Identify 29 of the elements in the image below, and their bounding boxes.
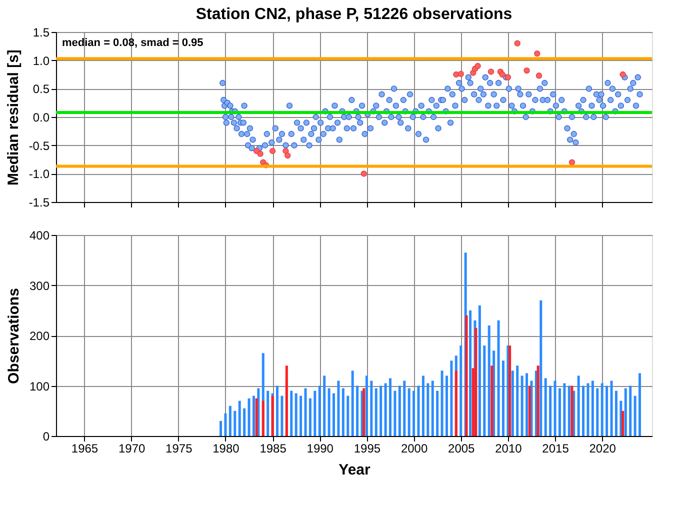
- x-tick-label: 2010: [495, 442, 522, 456]
- y-tick-label: 1.0: [32, 54, 50, 68]
- x-tick-label: 2020: [589, 442, 616, 456]
- y-tick-label: 200: [29, 329, 50, 343]
- y-tick-label: 100: [29, 379, 50, 394]
- y-axis-title: Observations: [5, 288, 22, 384]
- x-tick-label: 2015: [542, 442, 570, 456]
- y-tick-label: 1.5: [32, 26, 50, 40]
- y-tick-label: 0.0: [32, 110, 50, 124]
- x-tick-label: 1975: [166, 442, 193, 456]
- annotation: median = 0.08, smad = 0.95: [62, 37, 204, 49]
- x-tick-label: 1985: [260, 442, 287, 456]
- x-tick-label: 1965: [71, 442, 98, 456]
- y-tick-label: 0.5: [32, 82, 50, 96]
- x-tick-label: 1970: [118, 442, 146, 456]
- y-axis-title: Median residual [s]: [4, 50, 22, 186]
- y-tick-label: 400: [29, 228, 50, 242]
- x-tick-label: 1995: [354, 442, 381, 456]
- y-tick-label: -1.5: [28, 196, 50, 210]
- x-axis-title: Year: [338, 462, 371, 478]
- x-tick-label: 1990: [306, 442, 334, 456]
- chart-title: Station CN2, phase P, 51226 observations: [196, 6, 512, 23]
- y-tick-label: -0.5: [28, 138, 50, 153]
- y-tick-label: -1.0: [28, 167, 50, 182]
- x-tick-label: 2005: [448, 442, 476, 456]
- y-tick-label: 0: [42, 430, 50, 444]
- x-tick-label: 2000: [400, 442, 428, 456]
- y-tick-label: 300: [29, 278, 50, 293]
- x-tick-label: 1980: [212, 442, 240, 456]
